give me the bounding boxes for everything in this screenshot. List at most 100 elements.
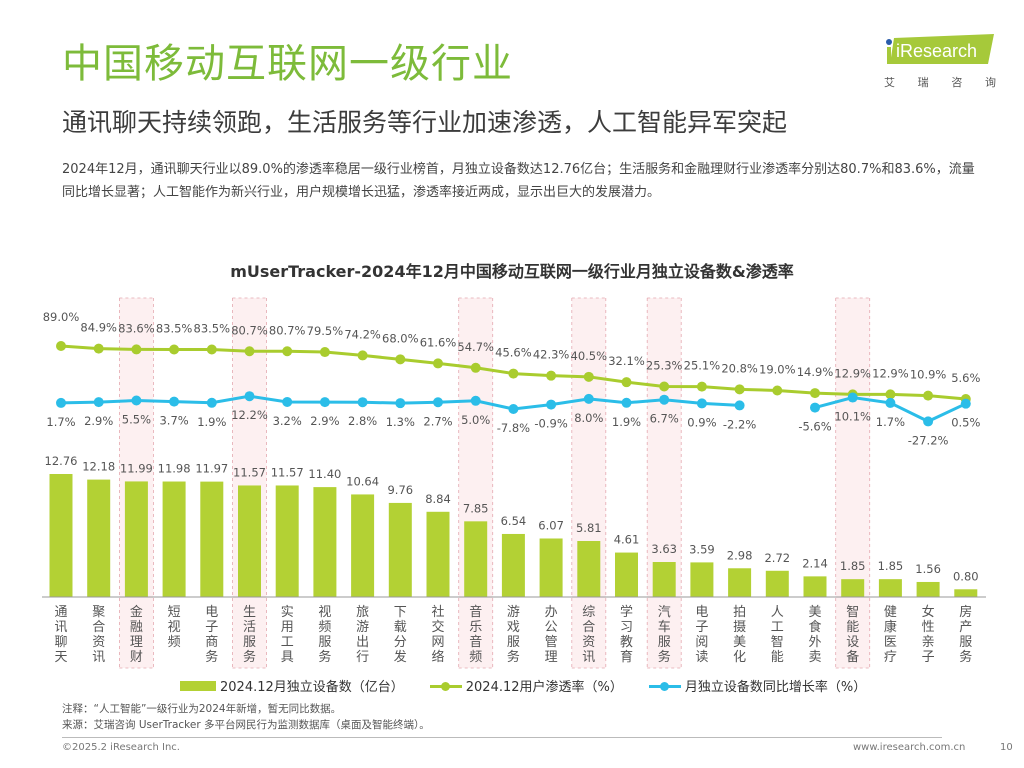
growth-point — [244, 391, 255, 402]
penetration-point — [244, 346, 255, 357]
growth-point — [810, 402, 820, 413]
growth-label: 5.0% — [461, 413, 490, 427]
penetration-label: 83.5% — [156, 321, 193, 335]
penetration-label: 42.3% — [533, 348, 570, 362]
penetration-point — [56, 341, 66, 351]
penetration-label: 84.9% — [80, 321, 117, 335]
bar — [878, 579, 902, 597]
bar — [275, 485, 299, 597]
bar-value-label: 3.59 — [689, 542, 715, 556]
x-axis-label: 实用工具 — [281, 605, 294, 665]
x-axis-label: 短视频 — [168, 605, 181, 650]
growth-label: 2.9% — [84, 414, 113, 428]
x-axis-label: 下载分发 — [394, 605, 407, 665]
growth-label: 3.2% — [273, 414, 302, 428]
x-axis-label: 电子阅读 — [695, 605, 708, 665]
growth-point — [56, 397, 66, 408]
bar — [916, 581, 940, 597]
penetration-label: 79.5% — [307, 324, 344, 338]
penetration-label: 10.9% — [910, 368, 947, 382]
growth-label: -2.2% — [723, 417, 756, 431]
bar — [803, 576, 827, 597]
legend-line-swatch — [648, 681, 681, 691]
growth-point — [319, 397, 330, 408]
bar — [49, 474, 73, 597]
bar — [615, 552, 638, 597]
growth-point — [470, 395, 481, 406]
growth-label: 1.9% — [197, 415, 226, 429]
bar — [238, 485, 261, 597]
penetration-point — [734, 384, 745, 395]
x-axis-label: 电子商务 — [205, 605, 218, 665]
penetration-point — [810, 388, 820, 399]
penetration-series: 89.0%84.9% 83.6% 83.5% 83.5% 80.7% 80.7% 79.5%… — [43, 310, 980, 404]
x-axis-label: 音乐音频 — [469, 604, 482, 665]
penetration-label: 74.2% — [344, 327, 381, 341]
legend-item-growth: 月独立设备数同比增长率（%） — [648, 676, 866, 695]
bar — [652, 562, 676, 597]
penetration-point — [696, 381, 707, 392]
note-text: 注释：“人工智能”一级行业为2024年新增，暂无同比数据。 — [62, 703, 342, 715]
penetration-label: 80.7% — [231, 323, 268, 337]
notes: 注释：“人工智能”一级行业为2024年新增，暂无同比数据。 来源：艾瑞咨询 Us… — [62, 701, 430, 733]
penetration-point — [621, 377, 632, 388]
penetration-point — [169, 344, 180, 355]
growth-point — [923, 416, 934, 427]
legend-item-penetration: 2024.12用户渗透率（%） — [429, 676, 623, 695]
legend-item-devices: 2024.12月独立设备数（亿台） — [180, 676, 404, 695]
chart-title: mUserTracker-2024年12月中国移动互联网一级行业月独立设备数&渗… — [230, 262, 794, 281]
penetration-label: 83.6% — [118, 321, 155, 335]
bar — [954, 589, 978, 597]
logo-char: 咨 — [951, 76, 963, 89]
penetration-point — [433, 358, 443, 369]
growth-label: 2.8% — [348, 414, 377, 428]
logo-char: 询 — [984, 76, 996, 89]
x-axis-label: 办公管理 — [545, 605, 558, 665]
growth-point — [395, 398, 406, 409]
highlight-band — [232, 298, 267, 668]
x-axis-label: 视频服务 — [318, 605, 331, 665]
growth-point — [357, 397, 368, 408]
bar — [464, 521, 488, 597]
penetration-label: 68.0% — [382, 331, 419, 345]
bar-value-label: 2.72 — [764, 551, 790, 565]
x-axis-label: 聚合资讯 — [92, 605, 105, 665]
bar — [124, 481, 148, 597]
bar-value-label: 11.99 — [120, 461, 153, 475]
bar-value-label: 8.84 — [425, 492, 451, 506]
bar-value-label: 1.85 — [840, 559, 866, 573]
penetration-label: 40.5% — [571, 349, 608, 363]
bar-value-label: 2.98 — [727, 548, 753, 562]
bar-value-label: 6.07 — [538, 518, 564, 532]
bar — [351, 494, 375, 597]
penetration-label: 19.0% — [759, 362, 796, 376]
penetration-label: 54.7% — [457, 340, 494, 354]
penetration-point — [93, 343, 104, 354]
footer-website[interactable]: www.iresearch.com.cn — [853, 742, 966, 753]
penetration-label: 89.0% — [43, 310, 80, 324]
growth-label: 8.0% — [574, 411, 603, 425]
bar — [426, 511, 450, 597]
source-text: 来源：艾瑞咨询 UserTracker 多平台网民行为监测数据库（桌面及智能终端… — [62, 719, 430, 731]
bar-series — [49, 474, 978, 597]
x-axis-label: 女性亲子 — [922, 604, 935, 665]
growth-label: 12.2% — [231, 408, 268, 422]
x-axis-label: 游戏服务 — [507, 605, 520, 665]
bar-value-label: 9.76 — [387, 483, 413, 497]
legend-label: 2024.12月独立设备数（亿台） — [220, 680, 404, 695]
logo-brand-text: iResearch — [896, 41, 977, 61]
growth-point — [583, 393, 594, 404]
growth-point — [885, 397, 896, 408]
penetration-point — [357, 350, 368, 361]
x-axis-label: 拍摄美化 — [733, 605, 746, 665]
bar-value-label: 10.64 — [346, 474, 379, 488]
x-axis-label: 人工智能 — [771, 605, 784, 665]
bar-value-label: 11.57 — [271, 465, 304, 479]
penetration-point — [319, 347, 330, 358]
x-axis-label: 智能设备 — [846, 605, 859, 665]
growth-label: 0.9% — [687, 415, 716, 429]
bar-value-label: 4.61 — [614, 533, 640, 547]
bar — [162, 481, 186, 597]
bar — [577, 540, 601, 597]
penetration-point — [206, 344, 217, 355]
